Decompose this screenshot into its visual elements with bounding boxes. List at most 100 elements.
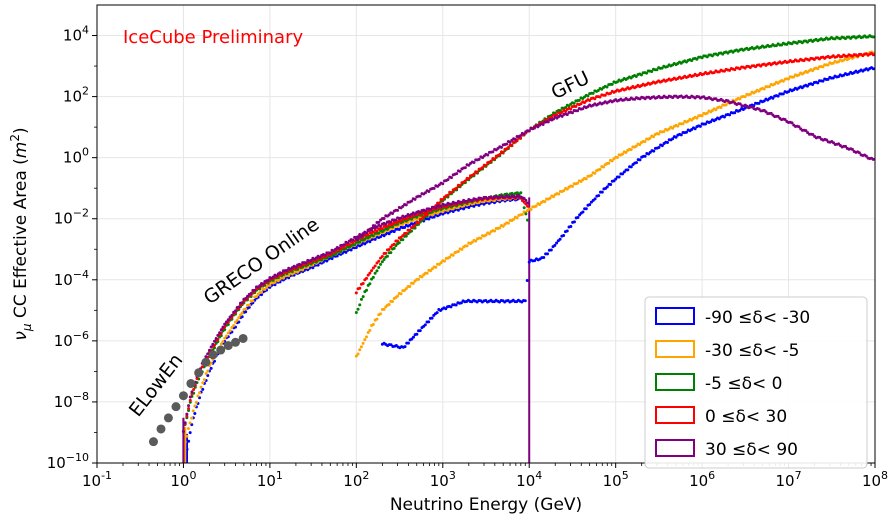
greco-series-1-point bbox=[268, 283, 272, 287]
gfu-series-1-point bbox=[420, 275, 424, 279]
gfu-series-2-point bbox=[639, 73, 643, 77]
greco-series-4-point bbox=[188, 395, 192, 399]
y-tick-label: 104 bbox=[63, 24, 89, 45]
greco-series-1-point bbox=[190, 416, 194, 420]
greco-series-3-point bbox=[391, 222, 395, 226]
gfu-series-1-point bbox=[576, 181, 580, 185]
gfu-series-2-point bbox=[373, 271, 377, 275]
gfu-series-0-point bbox=[826, 77, 830, 81]
greco-series-4-point bbox=[253, 288, 257, 292]
gfu-series-0-point bbox=[597, 194, 601, 198]
gfu-series-1-point bbox=[584, 177, 588, 181]
gfu-series-0-point bbox=[525, 279, 529, 283]
gfu-series-4-point bbox=[527, 129, 531, 133]
gfu-series-3-point bbox=[416, 221, 420, 225]
gfu-series-1-point bbox=[797, 73, 801, 77]
gfu-series-4-point bbox=[552, 117, 556, 121]
gfu-series-1-point bbox=[781, 79, 785, 83]
gfu-series-3-point bbox=[467, 177, 471, 181]
greco-series-4-point bbox=[218, 331, 222, 335]
gfu-series-0-point bbox=[776, 94, 780, 98]
greco-series-0-point bbox=[373, 237, 377, 241]
gfu-series-3-point bbox=[441, 198, 445, 202]
gfu-series-4-point bbox=[486, 153, 490, 157]
legend-swatch-0 bbox=[655, 307, 695, 325]
y-label-main: CC Effective Area ( bbox=[11, 158, 31, 323]
gfu-series-3-point bbox=[498, 153, 502, 157]
gfu-series-1-point bbox=[358, 348, 362, 352]
legend-label-3: 0 ≤δ< 30 bbox=[705, 407, 787, 427]
greco-series-4-point bbox=[230, 313, 234, 317]
greco-series-0-point bbox=[201, 387, 205, 391]
greco-series-4-point bbox=[299, 263, 303, 267]
gfu-series-1-point bbox=[792, 75, 796, 79]
gfu-series-1-point bbox=[456, 249, 460, 253]
greco-series-0-point bbox=[349, 248, 353, 252]
gfu-series-0-point bbox=[698, 124, 702, 128]
gfu-series-1-point bbox=[382, 307, 386, 311]
greco-series-4-point bbox=[275, 274, 279, 278]
gfu-series-0-point bbox=[617, 175, 621, 179]
gfu-series-4-point bbox=[857, 151, 861, 155]
gfu-series-3-point bbox=[510, 143, 514, 147]
greco-series-1-point bbox=[244, 307, 248, 311]
y-label-exp: 2 bbox=[8, 134, 22, 142]
greco-series-2-point bbox=[358, 240, 362, 244]
gfu-series-0-point bbox=[762, 99, 766, 103]
x-tick-label: 107 bbox=[776, 469, 802, 490]
greco-series-0 bbox=[185, 196, 521, 451]
greco-series-1-point bbox=[219, 342, 223, 346]
gfu-series-3-point bbox=[425, 212, 429, 216]
gfu-series-4-point bbox=[541, 123, 545, 127]
greco-series-1-point bbox=[401, 223, 405, 227]
x-tick-label: 108 bbox=[862, 469, 888, 490]
gfu-series-0-point bbox=[584, 207, 588, 211]
gfu-series-2-point bbox=[382, 258, 386, 262]
gfu-series-1-point bbox=[356, 352, 360, 356]
gfu-series-1-point bbox=[662, 130, 666, 134]
greco-series-4-point bbox=[224, 320, 228, 324]
gfu-series-4-point bbox=[418, 194, 422, 198]
gfu-series-4-point bbox=[413, 197, 417, 201]
gfu-series-1-point bbox=[816, 67, 820, 71]
greco-series-4-point bbox=[216, 333, 220, 337]
greco-series-0-point bbox=[432, 215, 436, 219]
gfu-series-2-point bbox=[586, 94, 590, 98]
legend-swatch-1 bbox=[655, 340, 695, 358]
gfu-series-1-point bbox=[615, 156, 619, 160]
gfu-series-2-point bbox=[572, 101, 576, 105]
greco-series-4-point bbox=[337, 246, 341, 250]
gfu-series-1-point bbox=[448, 255, 452, 259]
gfu-series-0-point bbox=[771, 96, 775, 100]
gfu-series-0-point bbox=[674, 135, 678, 139]
gfu-series-4-point bbox=[387, 213, 391, 217]
greco-series-1-point bbox=[396, 224, 400, 228]
greco-series-3-point bbox=[375, 229, 379, 233]
gfu-series-1-point bbox=[695, 116, 699, 120]
gfu-series-4-point bbox=[522, 132, 526, 136]
gfu-series-0-point bbox=[523, 299, 527, 303]
x-tick-label: 10-1 bbox=[82, 469, 112, 490]
gfu-series-4-point bbox=[818, 135, 822, 139]
gfu-series-4-point bbox=[377, 220, 381, 224]
gfu-series-1-point bbox=[493, 229, 497, 233]
greco-series-1-point bbox=[226, 331, 230, 335]
gfu-series-1-point bbox=[487, 232, 491, 236]
gfu-series-4-point bbox=[382, 216, 386, 220]
gfu-series-3-point bbox=[413, 224, 417, 228]
greco-series-1 bbox=[183, 195, 521, 444]
greco-series-1-point bbox=[221, 340, 225, 344]
elowen-point bbox=[230, 337, 240, 347]
x-tick-label: 103 bbox=[430, 469, 456, 490]
gfu-series-4-point bbox=[776, 114, 780, 118]
greco-series-4-point bbox=[212, 339, 216, 343]
gfu-series-0-point bbox=[562, 233, 566, 237]
gfu-series-1-point bbox=[371, 322, 375, 326]
gfu-series-3-point bbox=[598, 95, 602, 99]
gfu-series-1-point bbox=[607, 161, 611, 165]
gfu-series-2-point bbox=[385, 254, 389, 258]
gfu-series-4-point bbox=[871, 157, 875, 161]
gfu-series-0-point bbox=[831, 76, 835, 80]
gfu-series-4-point bbox=[790, 121, 794, 125]
